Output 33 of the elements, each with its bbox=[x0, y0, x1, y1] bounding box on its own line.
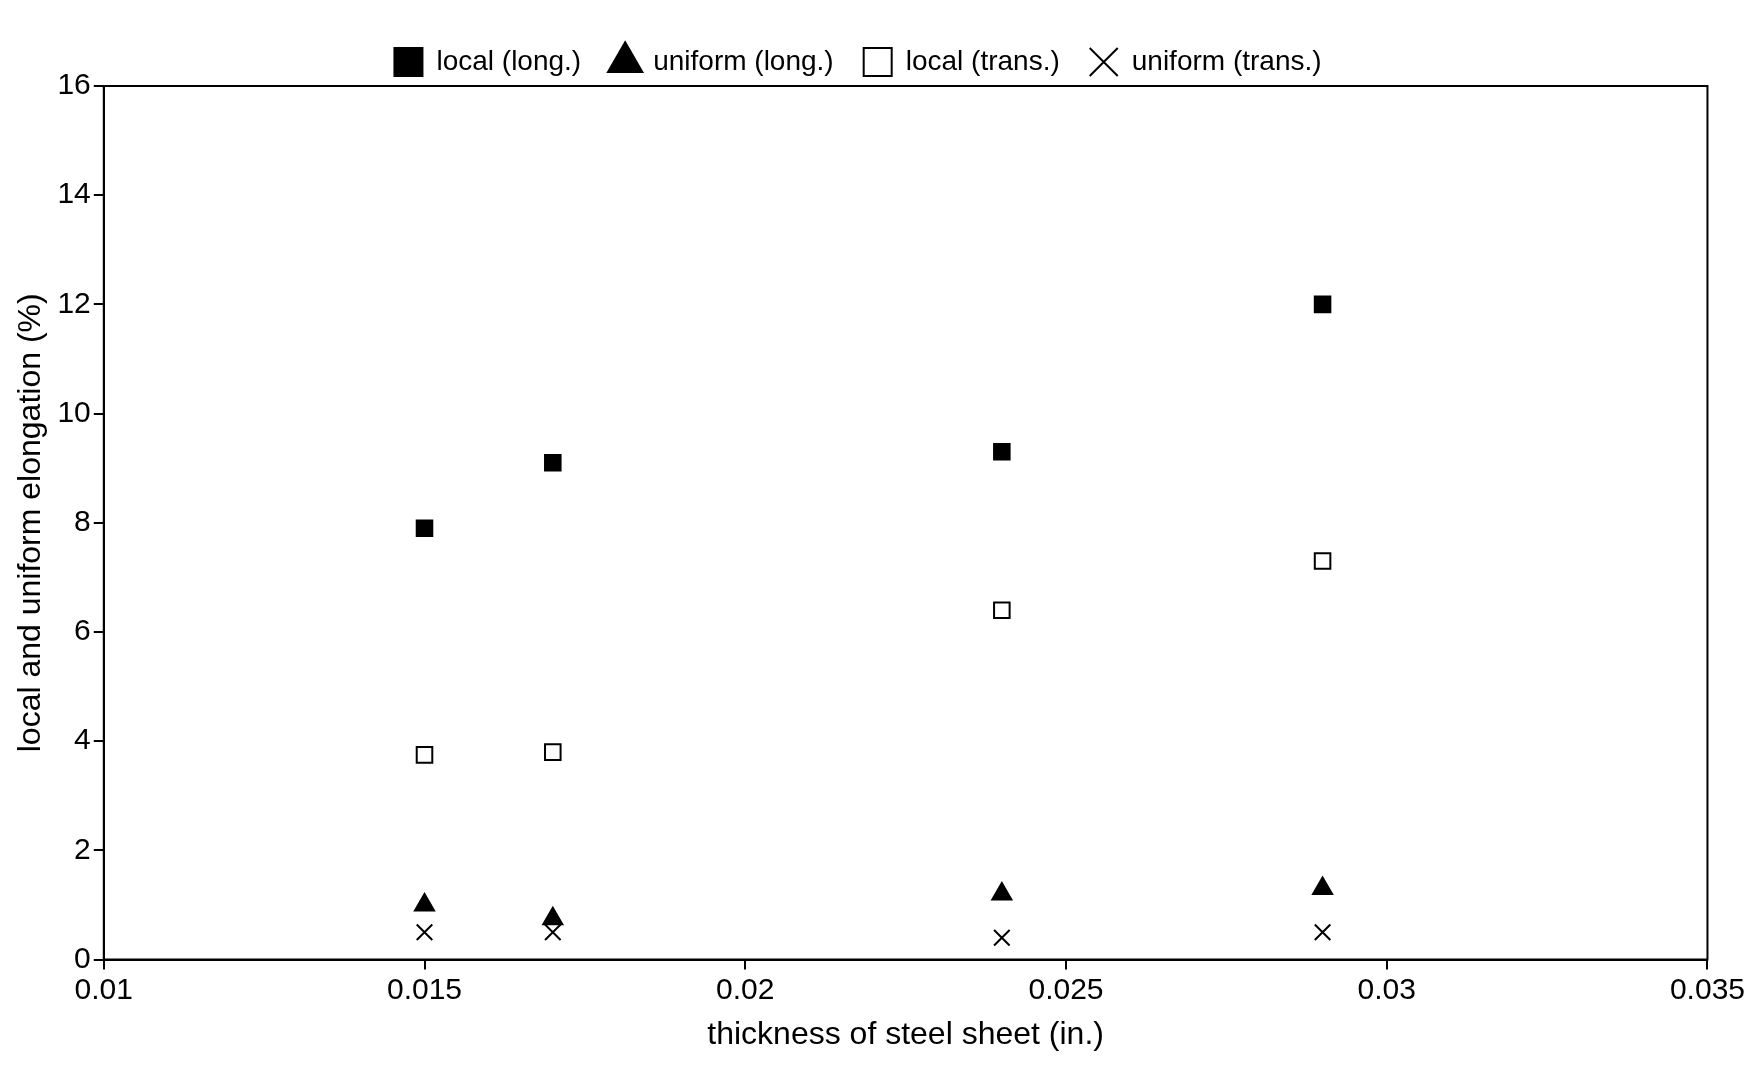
legend-label: uniform (trans.) bbox=[1131, 44, 1322, 76]
y-tick-label: 2 bbox=[74, 831, 91, 865]
x-tick-label: 0.025 bbox=[1028, 971, 1104, 1005]
y-axis-title: local and uniform elongation (%) bbox=[11, 293, 48, 753]
y-tick-label: 12 bbox=[57, 285, 91, 319]
x-tick-label: 0.03 bbox=[1357, 971, 1416, 1005]
y-tick-label: 4 bbox=[74, 722, 91, 756]
x-tick-label: 0.015 bbox=[386, 971, 463, 1005]
y-tick-label: 16 bbox=[57, 67, 91, 101]
legend-label: local (trans.) bbox=[905, 44, 1060, 76]
point bbox=[544, 923, 562, 942]
legend-label: local (long.) bbox=[436, 44, 582, 76]
x-tick-label: 0.035 bbox=[1669, 971, 1745, 1005]
y-tick-label: 6 bbox=[74, 613, 91, 647]
y-tick-label: 8 bbox=[74, 504, 91, 538]
legend-label: uniform (long.) bbox=[653, 44, 834, 76]
x-tick-label: 0.01 bbox=[74, 971, 133, 1005]
y-tick-label: 0 bbox=[74, 940, 91, 974]
point bbox=[993, 601, 1011, 619]
point bbox=[415, 746, 434, 764]
x-tick-label: 0.02 bbox=[716, 971, 775, 1005]
x-axis-title: thickness of steel sheet (in.) bbox=[707, 1014, 1104, 1051]
point bbox=[993, 443, 1011, 461]
point bbox=[415, 519, 434, 538]
point bbox=[415, 923, 434, 942]
point bbox=[544, 453, 562, 472]
point bbox=[1313, 552, 1332, 570]
point bbox=[993, 928, 1011, 947]
point bbox=[1313, 923, 1332, 942]
y-tick-label: 10 bbox=[57, 394, 91, 428]
point bbox=[1313, 295, 1332, 314]
point bbox=[544, 743, 562, 761]
y-tick-label: 14 bbox=[57, 176, 91, 210]
